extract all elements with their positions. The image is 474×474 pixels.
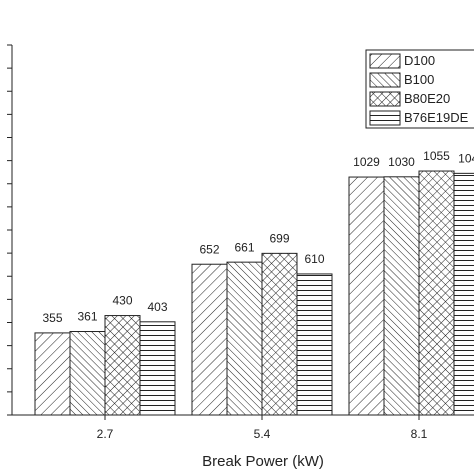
legend-swatch bbox=[369, 91, 401, 107]
value-label: 430 bbox=[112, 294, 132, 308]
bar bbox=[104, 315, 141, 416]
x-tick-label: 5.4 bbox=[254, 427, 271, 441]
value-label: 355 bbox=[42, 311, 62, 325]
bar bbox=[418, 170, 455, 416]
legend-label: D100 bbox=[404, 53, 435, 68]
legend-swatch bbox=[369, 72, 401, 88]
bar bbox=[69, 331, 106, 416]
value-label: 699 bbox=[269, 232, 289, 246]
value-label: 1029 bbox=[353, 155, 380, 169]
value-label: 403 bbox=[147, 300, 167, 314]
bar bbox=[226, 261, 263, 416]
value-label: 1045 bbox=[458, 152, 474, 166]
legend-label: B100 bbox=[404, 72, 434, 87]
value-label: 610 bbox=[304, 252, 324, 266]
value-label: 661 bbox=[234, 240, 254, 254]
x-tick-label: 2.7 bbox=[97, 427, 114, 441]
x-axis-label: Break Power (kW) bbox=[202, 453, 324, 470]
value-label: 361 bbox=[77, 310, 97, 324]
bar bbox=[296, 273, 333, 416]
legend-swatch bbox=[369, 110, 401, 126]
legend-swatch bbox=[369, 53, 401, 69]
legend-label: B80E20 bbox=[404, 91, 450, 106]
bar bbox=[261, 252, 298, 416]
bar bbox=[348, 176, 385, 416]
legend-label: B76E19DE bbox=[404, 110, 469, 125]
bar bbox=[453, 172, 474, 416]
bar bbox=[191, 263, 228, 416]
x-tick-label: 8.1 bbox=[411, 427, 428, 441]
value-label: 652 bbox=[199, 242, 219, 256]
bar bbox=[383, 176, 420, 416]
bar bbox=[34, 332, 71, 416]
value-label: 1030 bbox=[388, 155, 415, 169]
bar bbox=[139, 321, 176, 416]
value-label: 1055 bbox=[423, 149, 450, 163]
